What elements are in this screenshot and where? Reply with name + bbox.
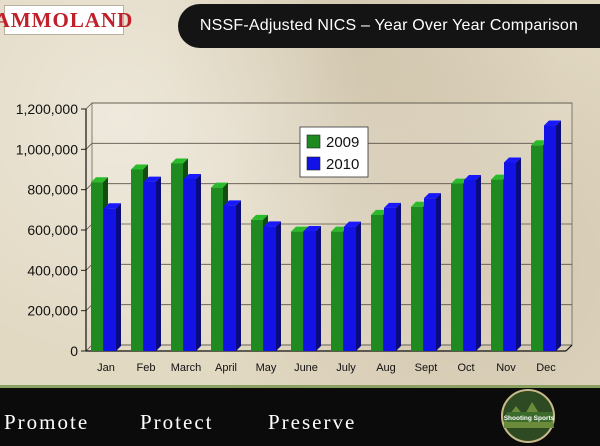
bar-2009-July — [331, 231, 343, 351]
bar-side-2010-Sept — [436, 193, 441, 351]
bar-side-2010-March — [196, 173, 201, 351]
page-title: NSSF-Adjusted NICS – Year Over Year Comp… — [199, 17, 579, 34]
x-tick-label: Sept — [415, 362, 438, 374]
bar-2010-Aug — [384, 207, 396, 351]
gridline-depth — [85, 102, 93, 110]
x-tick-label: June — [294, 362, 318, 374]
y-tick-label: 600,000 — [27, 222, 78, 238]
x-tick-label: Feb — [137, 362, 156, 374]
seal-text: Shooting Sports — [504, 415, 555, 422]
bar-side-2010-Dec — [556, 120, 561, 351]
y-tick-label: 1,000,000 — [16, 141, 78, 157]
bar-top-2009-June — [291, 226, 308, 232]
bar-side-2010-July — [356, 221, 361, 351]
y-tick-label: 0 — [70, 343, 78, 359]
x-tick-label: March — [171, 362, 202, 374]
bar-top-2010-June — [304, 226, 321, 232]
bar-top-2009-May — [251, 214, 268, 220]
bar-top-2009-March — [171, 158, 188, 164]
logo-text: AMMOLAND — [0, 7, 134, 32]
bar-top-2010-Sept — [424, 193, 441, 199]
bar-top-2009-Feb — [131, 164, 148, 170]
bar-top-2010-Jan — [104, 203, 121, 209]
bar-2009-Aug — [371, 214, 383, 351]
y-tick-label: 1,200,000 — [16, 101, 78, 117]
footer-bar — [0, 385, 600, 446]
bar-top-2009-Dec — [531, 140, 548, 146]
bar-side-2010-Aug — [396, 202, 401, 351]
x-tick-label: July — [336, 362, 356, 374]
x-tick-label: Nov — [496, 362, 516, 374]
bar-top-2010-Dec — [544, 120, 561, 126]
bar-side-2010-Nov — [516, 157, 521, 351]
bar-2010-Oct — [464, 179, 476, 351]
bar-top-2010-Feb — [144, 176, 161, 182]
bar-top-2010-Nov — [504, 157, 521, 163]
legend-swatch-2010 — [306, 156, 321, 171]
bar-2010-Nov — [504, 162, 516, 351]
bar-top-2009-April — [211, 182, 228, 188]
bar-side-2010-May — [276, 221, 281, 351]
x-tick-label: Oct — [457, 362, 474, 374]
bar-top-2009-Oct — [451, 178, 468, 184]
slogan-protect: Protect — [140, 410, 214, 434]
bar-2010-Dec — [544, 125, 556, 351]
y-tick-label: 400,000 — [27, 262, 78, 278]
bar-chart: 0 200,000 400,000 600,000 800,000 1,000,000 1,… — [16, 101, 573, 374]
bar-2009-June — [291, 231, 303, 351]
bar-side-2010-Oct — [476, 174, 481, 351]
bar-2009-March — [171, 163, 183, 351]
bar-top-2009-Jan — [91, 177, 108, 183]
bar-2009-April — [211, 187, 223, 351]
bar-2010-Jan — [104, 208, 116, 351]
bar-side-2010-Jan — [116, 203, 121, 351]
bar-2010-Feb — [144, 181, 156, 351]
bar-top-2010-April — [224, 200, 241, 206]
x-tick-label: Jan — [97, 362, 115, 374]
bar-2009-Jan — [91, 182, 103, 351]
bar-2009-May — [251, 219, 263, 351]
bar-side-2010-April — [236, 200, 241, 351]
bar-top-2010-Aug — [384, 202, 401, 208]
bar-top-2009-July — [331, 226, 348, 232]
bar-top-2010-Oct — [464, 174, 481, 180]
legend-label-2010: 2010 — [326, 156, 359, 173]
nssf-seal-logo: Shooting Sports — [501, 389, 555, 443]
bar-top-2009-Sept — [411, 201, 428, 207]
y-tick-label: 800,000 — [27, 182, 78, 198]
bar-2009-Feb — [131, 169, 143, 351]
x-tick-label: April — [215, 362, 237, 374]
bar-2010-Sept — [424, 198, 436, 351]
bar-2009-Sept — [411, 206, 423, 351]
x-tick-label: May — [256, 362, 277, 374]
bar-2009-Dec — [531, 145, 543, 351]
x-axis-depth — [565, 344, 573, 352]
bar-side-2010-June — [316, 226, 321, 351]
title-bar: NSSF-Adjusted NICS – Year Over Year Comp… — [178, 4, 600, 48]
bar-top-2010-March — [184, 173, 201, 179]
ammoland-logo[interactable]: AMMOLAND — [0, 5, 132, 35]
x-tick-label: Aug — [376, 362, 396, 374]
bar-2010-July — [344, 226, 356, 351]
bar-side-2010-Feb — [156, 176, 161, 351]
bar-top-2010-May — [264, 221, 281, 227]
bar-2010-May — [264, 226, 276, 351]
bar-2010-June — [304, 231, 316, 351]
bar-2010-March — [184, 178, 196, 351]
bar-2009-Oct — [451, 183, 463, 351]
bar-top-2009-Nov — [491, 174, 508, 180]
y-tick-label: 200,000 — [27, 303, 78, 319]
legend-label-2009: 2009 — [326, 134, 359, 151]
bar-top-2010-July — [344, 221, 361, 227]
bar-top-2009-Aug — [371, 209, 388, 215]
gridline-depth — [85, 143, 93, 150]
bar-2010-April — [224, 205, 236, 351]
slogan-preserve: Preserve — [268, 410, 357, 434]
slogan-promote: Promote — [4, 410, 90, 434]
x-tick-label: Dec — [536, 362, 556, 374]
bar-2009-Nov — [491, 179, 503, 351]
legend-swatch-2009 — [306, 134, 321, 149]
